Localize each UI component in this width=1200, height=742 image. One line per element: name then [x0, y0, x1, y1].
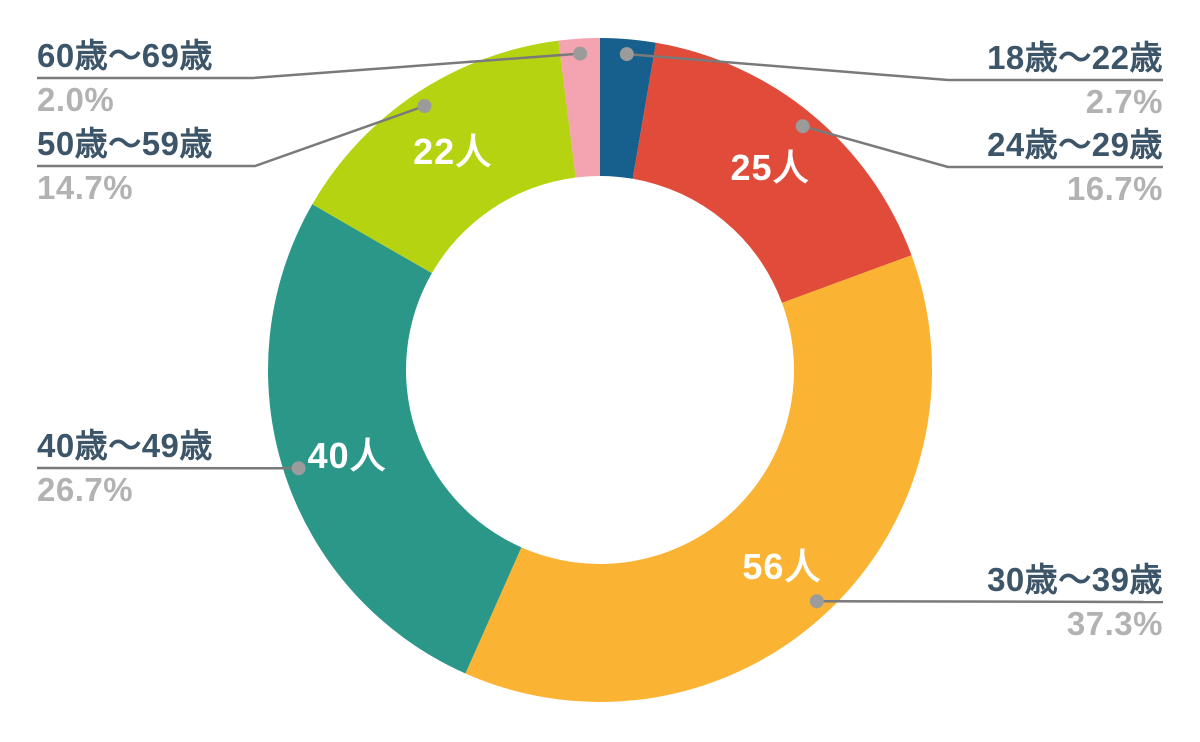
count-label-40-49: 40人 — [307, 434, 387, 476]
donut-slice-4 — [312, 40, 576, 274]
callout-label: 30歳〜39歳 — [987, 561, 1163, 598]
callout-18-22: 18歳〜22歳 2.7% — [987, 35, 1163, 121]
callout-percent: 14.7% — [37, 169, 134, 206]
count-label-24-29: 25人 — [730, 147, 810, 189]
callout-percent: 37.3% — [1066, 605, 1163, 642]
leader-lines — [36, 46, 1164, 609]
callout-50-59: 50歳〜59歳 14.7% — [37, 121, 213, 207]
callout-40-49: 40歳〜49歳 26.7% — [37, 423, 213, 509]
donut-slice-3 — [268, 204, 522, 674]
donut-slices — [268, 38, 932, 702]
callout-percent: 2.7% — [1085, 83, 1163, 120]
leader-dot-5 — [573, 46, 588, 61]
callout-percent: 16.7% — [1066, 170, 1163, 207]
leader-dot-2 — [809, 594, 824, 609]
leader-line-2 — [816, 599, 1164, 604]
callout-label: 50歳〜59歳 — [37, 125, 213, 162]
count-label-50-59: 22人 — [413, 130, 493, 172]
leader-line-0 — [626, 52, 1163, 82]
leader-dot-4 — [417, 99, 432, 113]
donut-slice-5 — [558, 38, 600, 178]
callout-60-69: 60歳〜69歳 2.0% — [37, 33, 213, 119]
donut-slice-1 — [632, 42, 912, 303]
callout-24-29: 24歳〜29歳 16.7% — [987, 122, 1163, 208]
callout-label: 18歳〜22歳 — [987, 39, 1163, 76]
callout-label: 60歳〜69歳 — [37, 37, 213, 74]
leader-dot-3 — [291, 461, 306, 476]
leader-line-5 — [37, 52, 581, 80]
callout-30-39: 30歳〜39歳 37.3% — [987, 557, 1163, 643]
count-label-30-39: 56人 — [742, 546, 822, 588]
leader-dot-1 — [795, 119, 810, 134]
callout-percent: 26.7% — [37, 471, 134, 508]
donut-slice-2 — [465, 255, 932, 702]
callout-label: 40歳〜49歳 — [37, 427, 213, 464]
leader-dot-0 — [619, 47, 634, 62]
leader-line-1 — [802, 124, 1163, 169]
donut-slice-0 — [600, 38, 656, 179]
callout-label: 24歳〜29歳 — [987, 126, 1163, 163]
callout-percent: 2.0% — [37, 81, 115, 118]
leader-line-4 — [37, 104, 425, 168]
